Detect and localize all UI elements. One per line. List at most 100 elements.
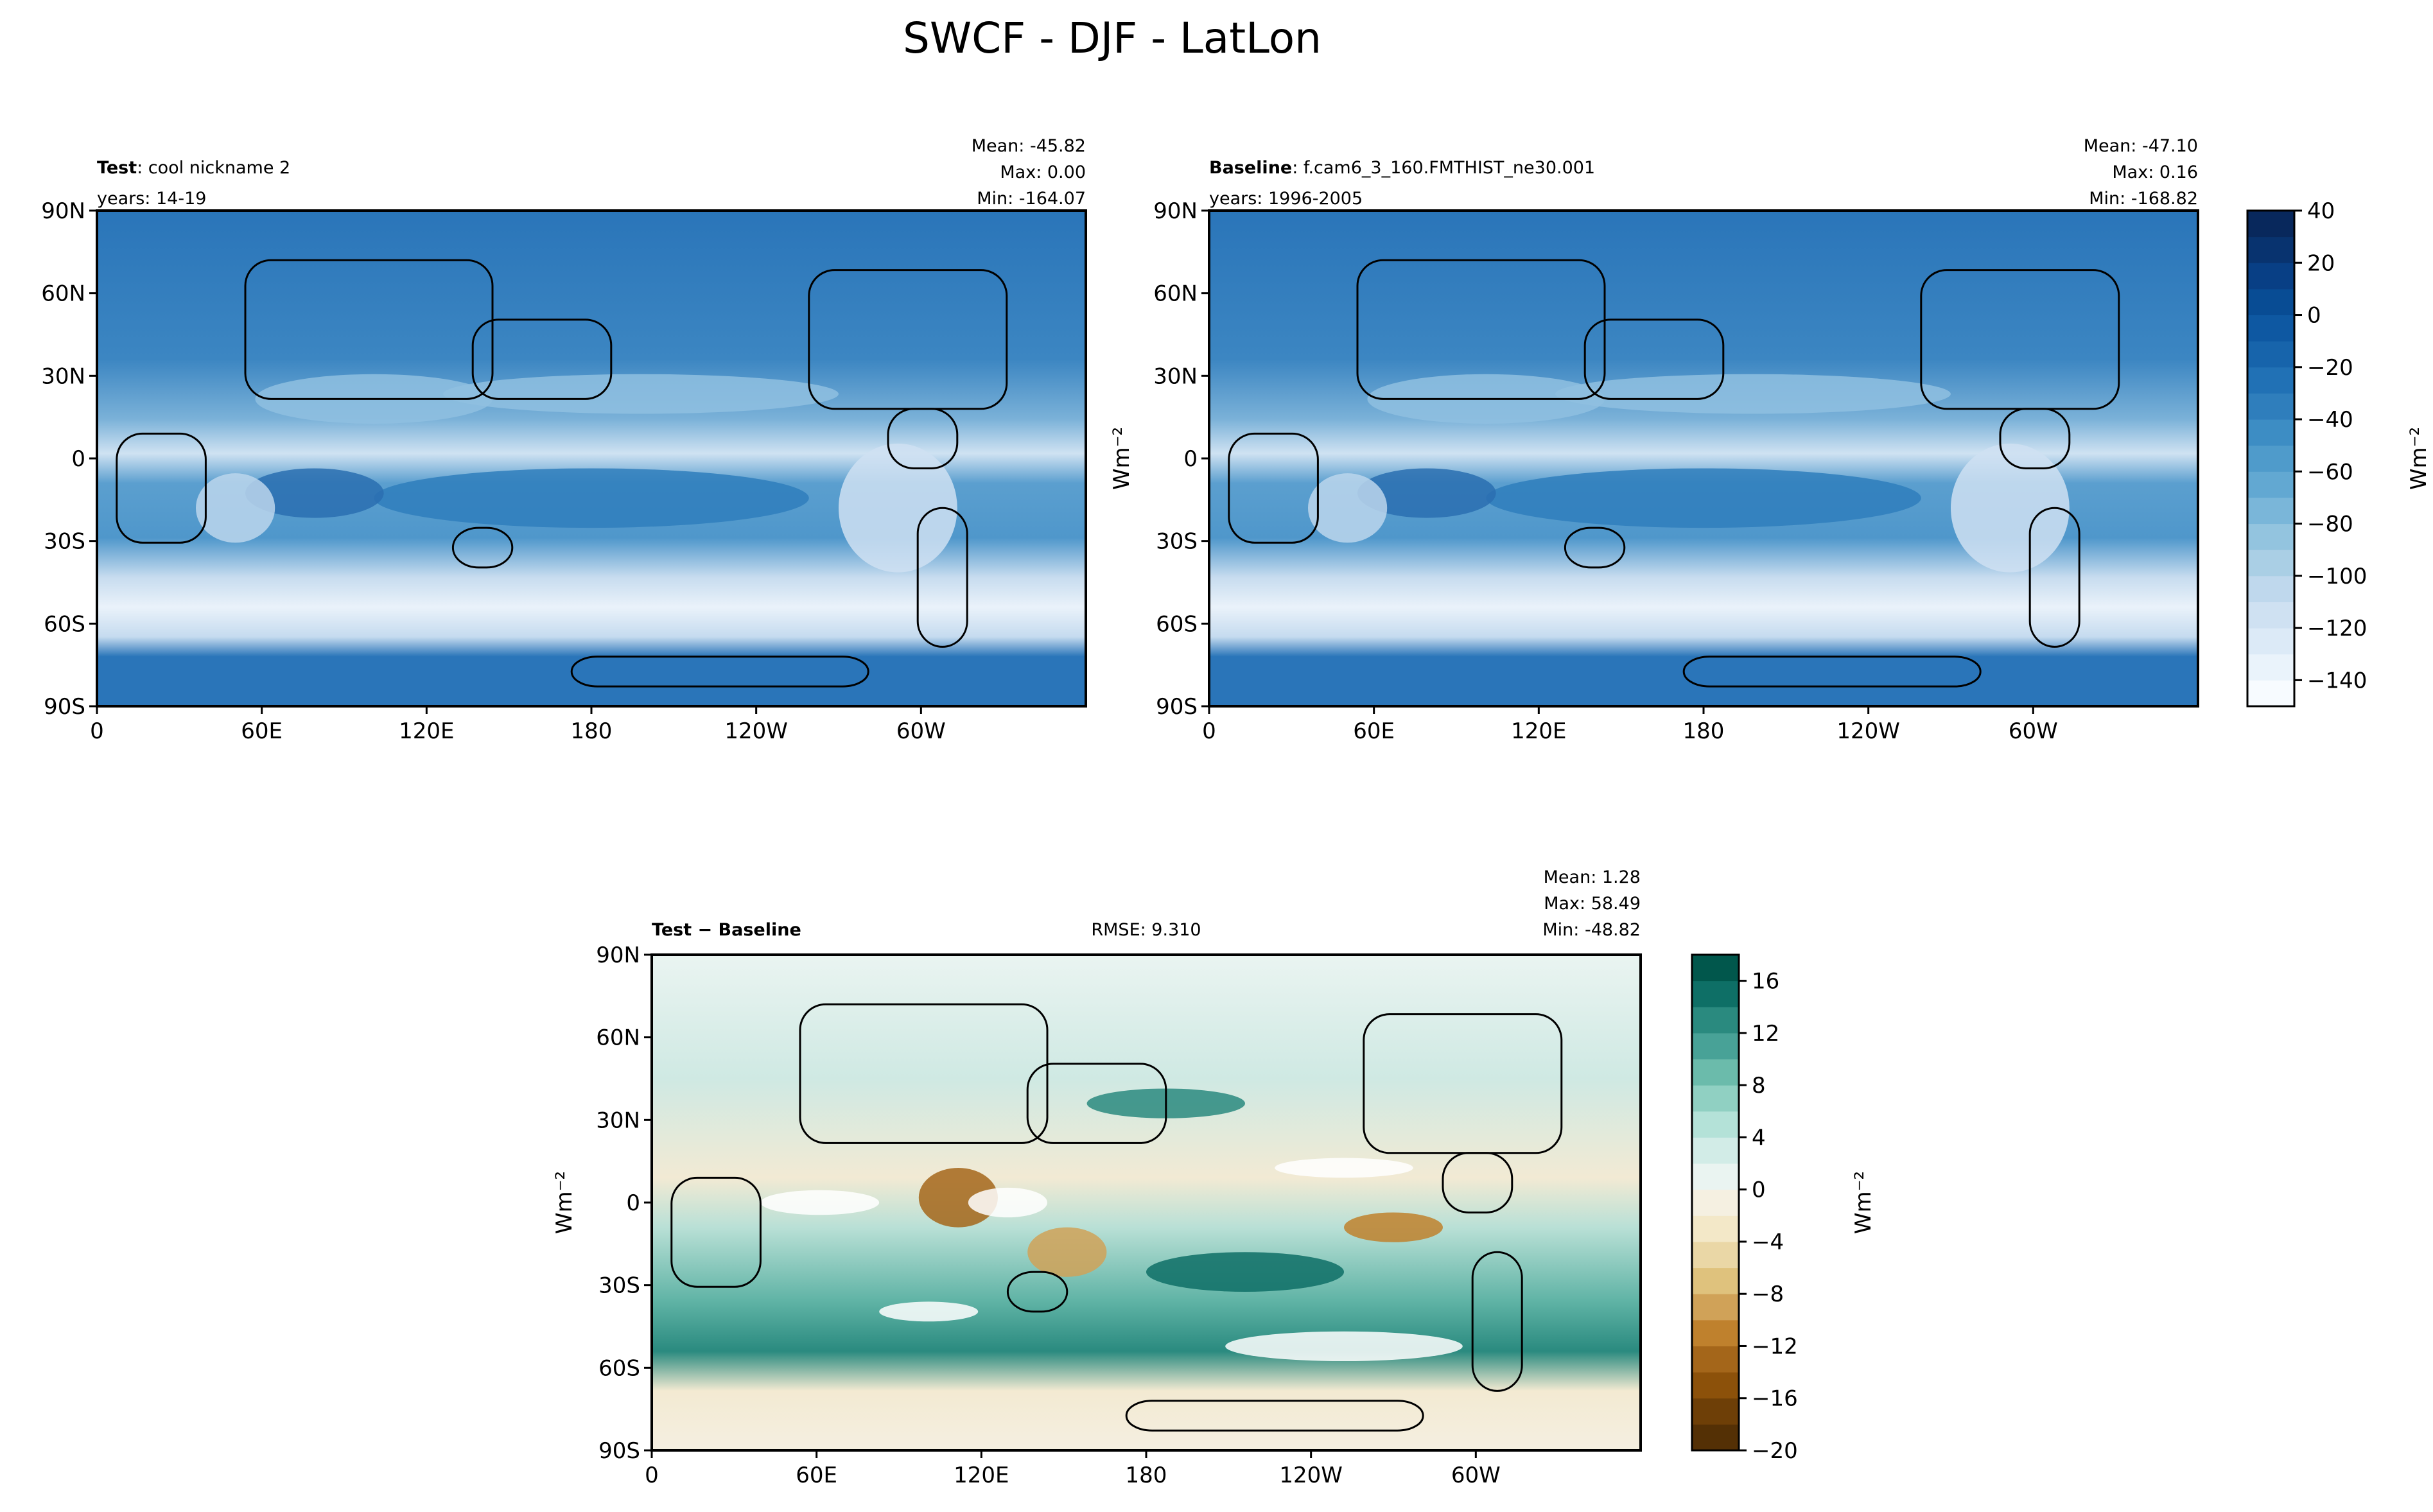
colorbar-band [2247,288,2294,316]
y-tick-label: 30N [596,1108,640,1133]
colorbar-frame [2246,209,2296,708]
colorbar-band [2247,236,2294,263]
coastline [471,318,613,400]
colorbar-band [1692,1398,1739,1425]
field-feature [1357,468,1496,518]
y-tick-label: 60N [41,281,85,307]
colorbar-band [2247,419,2294,446]
colorbar-band [2247,393,2294,420]
colorbar-band [2247,550,2294,577]
y-tick-label: 60N [596,1025,640,1051]
x-tick-label: 0 [1202,718,1216,744]
panel-years: years: 1996-2005 [1209,189,1363,209]
colorbar-tick-label: −16 [1752,1386,1798,1412]
colorbar-band [1692,1137,1739,1164]
colorbar-band [1692,1294,1739,1321]
coastline [1363,1013,1563,1154]
colorbar-tick-label: −40 [2307,407,2353,433]
field-feature [1146,1252,1344,1292]
y-tick-label: 90S [598,1438,640,1464]
field-feature [1344,1212,1443,1242]
svg-text:Test: cool nickname 2: Test: cool nickname 2 [97,158,290,178]
svg-text:Baseline: f.cam6_3_160.FMTHIST: Baseline: f.cam6_3_160.FMTHIST_ne30.001 [1209,158,1595,178]
rmse-label: RMSE: 9.310 [1091,920,1201,940]
coastline [1125,1400,1424,1432]
colorbar-band [2247,628,2294,655]
colorbar-tick-label: 4 [1752,1125,1766,1151]
stat-mean: Mean: 1.28 [1544,867,1641,887]
colorbar-band [1692,1267,1739,1294]
colorbar-band [1692,1372,1739,1399]
y-tick-label: 30N [41,363,85,389]
colorbar-band [2247,497,2294,525]
y-tick-label: 30S [1156,529,1198,555]
y-tick-label: 60N [1153,281,1198,307]
colorbar-band [2247,654,2294,681]
colorbar-tick-label: −120 [2307,616,2367,641]
field-feature [918,1167,998,1228]
y-tick-label: 90N [41,198,85,224]
field-feature [374,468,809,528]
colorbar-band [1692,1111,1739,1138]
y-tick-label: 60S [598,1355,640,1381]
colorbar-tick-label: −80 [2307,512,2353,537]
colorbar-band [1692,1346,1739,1373]
y-tick-label: 0 [1183,446,1198,472]
x-tick-label: 120W [1279,1463,1343,1488]
y-tick-label: 90N [1153,198,1198,224]
coastline [1471,1251,1523,1392]
colorbar-band [2247,367,2294,394]
stat-max: Max: 0.00 [1000,162,1086,182]
colorbar-tick-label: −60 [2307,459,2353,485]
y-tick-label: 90N [596,943,640,968]
x-tick-label: 120W [1836,718,1900,744]
panel-years: years: 14-19 [97,189,206,209]
colorbar-tick-label: 0 [2307,303,2321,329]
field-feature [1027,1227,1107,1277]
coastline [1682,656,1982,688]
y-axis-label: Wm⁻² [552,1171,577,1234]
y-axis-label: Wm⁻² [1109,427,1135,490]
coastline [1564,526,1626,569]
colorbar-band [1692,1163,1739,1190]
coastline [570,656,869,688]
coastline [808,269,1008,410]
y-tick-label: 90S [44,694,85,720]
x-tick-label: 120E [1511,718,1566,744]
field-feature [760,1190,880,1215]
coastline [1356,259,1606,400]
panel-label: Test − Baseline [652,920,801,940]
colorbar-tick-label: −12 [1752,1334,1798,1359]
coastline [916,507,968,648]
colorbar-tick-label: −4 [1752,1230,1784,1255]
baseline-panel: Baseline: f.cam6_3_160.FMTHIST_ne30.001y… [1109,136,2432,744]
coastline [244,259,494,400]
colorbar-frame [1691,953,1740,1452]
colorbar-band [2247,602,2294,629]
x-tick-label: 60W [896,718,946,744]
colorbar-tick-label: −8 [1752,1282,1784,1307]
field-feature [1951,443,2070,573]
colorbar-tick-label: 12 [1752,1021,1779,1047]
field-feature [245,468,384,518]
field-feature [839,443,957,573]
stat-min: Min: -164.07 [977,189,1086,209]
colorbar-band [1692,955,1739,982]
colorbar-tick-label: −100 [2307,564,2367,589]
colorbar-band [2247,445,2294,472]
y-tick-label: 30N [1153,363,1198,389]
colorbar-tick-label: 40 [2307,198,2335,224]
colorbar-band [1692,1007,1739,1034]
y-tick-label: 60S [44,611,85,637]
x-tick-label: 120W [724,718,788,744]
colorbar-band [1692,1215,1739,1242]
field-feature [1486,468,1921,528]
stat-mean: Mean: -47.10 [2084,136,2198,156]
colorbar-band [2247,211,2294,238]
coastline [2028,507,2080,648]
colorbar-tick-label: 0 [1752,1177,1766,1203]
coastline [1026,1063,1167,1144]
colorbar-band [1692,1189,1739,1216]
colorbar-band [1692,1059,1739,1086]
